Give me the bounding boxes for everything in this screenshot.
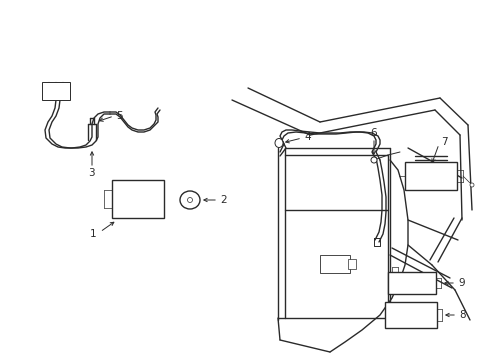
Ellipse shape	[274, 139, 283, 148]
Bar	[112, 180, 163, 218]
Bar	[387, 272, 435, 294]
Text: 5: 5	[116, 111, 122, 121]
Bar	[42, 82, 70, 100]
Bar	[319, 255, 349, 273]
Bar	[347, 259, 355, 269]
Ellipse shape	[469, 183, 473, 187]
Text: 4: 4	[304, 132, 310, 142]
Text: 6: 6	[369, 128, 376, 138]
Ellipse shape	[370, 157, 376, 163]
Ellipse shape	[187, 198, 192, 202]
Bar	[384, 302, 436, 328]
Text: 3: 3	[88, 168, 95, 178]
Text: 8: 8	[458, 310, 465, 320]
Text: 7: 7	[440, 137, 447, 147]
Bar	[404, 162, 456, 190]
Text: 9: 9	[457, 278, 464, 288]
Ellipse shape	[180, 191, 200, 209]
Text: 2: 2	[220, 195, 226, 205]
Text: 1: 1	[90, 229, 97, 239]
